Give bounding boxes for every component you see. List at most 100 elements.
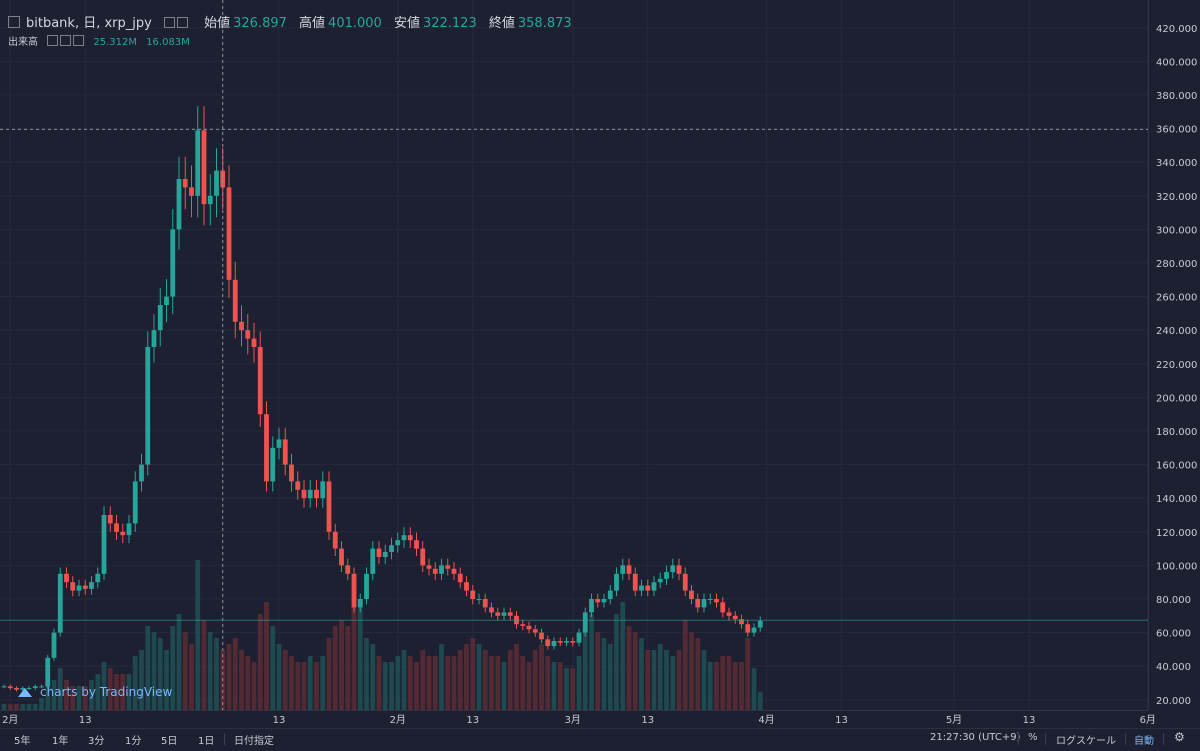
candle-body	[264, 414, 269, 482]
volume-bar	[701, 650, 707, 710]
open-label: 始値	[204, 16, 231, 31]
volume-bar	[576, 656, 582, 710]
candle-body	[282, 439, 288, 465]
volume-bar	[114, 674, 119, 710]
volume-bar	[664, 650, 669, 710]
grid-lines	[0, 0, 1200, 710]
range-1d-button[interactable]: 1日	[198, 736, 215, 747]
candle-body	[276, 439, 282, 448]
log-scale-toggle[interactable]: ログスケール	[1056, 736, 1116, 747]
candle-body	[232, 279, 238, 322]
volume-bar	[95, 674, 101, 710]
volume-bar	[314, 662, 319, 710]
candle-body	[432, 568, 438, 574]
candle-body	[251, 338, 257, 347]
volume-bar	[164, 650, 169, 710]
candle-body	[420, 548, 426, 566]
price-tick-label: 400.000	[1156, 57, 1197, 68]
candle-body	[695, 599, 701, 608]
candle-body	[14, 688, 19, 690]
volume-bar	[370, 644, 376, 710]
volume-bar	[470, 638, 476, 710]
candle-body	[589, 599, 594, 613]
range-5d-button[interactable]: 5日	[161, 736, 178, 747]
candle-body	[476, 599, 482, 600]
chart-plot[interactable]: 359.5572018-01-0467.370 20.00040.00060.0…	[0, 0, 1200, 728]
candle-body	[307, 489, 313, 499]
candle-body	[64, 573, 69, 583]
volume-bar	[620, 602, 626, 710]
volume-bar	[707, 662, 713, 710]
volume-bar	[695, 638, 701, 710]
volume-label: 出来高	[8, 37, 38, 48]
candle-body	[214, 170, 219, 196]
volume-bar	[501, 662, 507, 710]
range-1y-button[interactable]: 1年	[52, 736, 69, 747]
price-tick-label: 240.000	[1156, 326, 1197, 337]
volume-bar	[526, 662, 532, 710]
candle-body	[82, 585, 88, 589]
price-tick-label: 320.000	[1156, 192, 1197, 203]
candle-body	[139, 464, 144, 482]
candle-body	[714, 599, 719, 603]
low-label: 安値	[393, 16, 420, 31]
volume-bar	[157, 638, 163, 710]
volume-bar	[176, 614, 182, 710]
candle-body	[482, 599, 488, 608]
volume-bar	[582, 626, 588, 710]
bottom-toolbar: 5年 1年 3分 1分 5日 1日 日付指定 21:27:30 (UTC+9) …	[0, 728, 1200, 751]
volume-bar	[120, 674, 126, 710]
price-axis-background	[1148, 0, 1200, 710]
volume-bar	[239, 650, 244, 710]
volume-bar	[289, 656, 294, 710]
price-tick-label: 260.000	[1156, 293, 1197, 304]
candle-body	[445, 565, 451, 569]
time-tick-label: 13	[79, 715, 92, 726]
range-1m-button[interactable]: 1分	[125, 736, 142, 747]
volume-settings-icon[interactable]	[60, 35, 72, 46]
gear-icon[interactable]: ⚙	[1174, 730, 1185, 744]
volume-bar	[339, 620, 344, 710]
volume-bar	[39, 698, 44, 710]
volume-bar	[457, 650, 463, 710]
price-tick-label: 20.000	[1156, 696, 1191, 707]
candle-body	[470, 590, 476, 599]
goto-date-button[interactable]: 日付指定	[234, 736, 274, 747]
price-tick-label: 220.000	[1156, 360, 1197, 371]
range-5y-button[interactable]: 5年	[14, 736, 31, 747]
range-3m-button[interactable]: 3分	[88, 736, 105, 747]
auto-scale-toggle[interactable]: 自動	[1134, 736, 1154, 747]
close-label: 終値	[488, 16, 515, 31]
visibility-icon[interactable]	[176, 17, 188, 28]
volume-bar	[445, 656, 451, 710]
candle-body	[689, 590, 694, 599]
candle-body	[576, 632, 582, 643]
volume-bar	[51, 680, 57, 710]
price-tick-label: 280.000	[1156, 259, 1197, 270]
volume-bar	[14, 704, 19, 710]
time-tick-label: 2月	[390, 714, 406, 726]
price-tick-label: 100.000	[1156, 561, 1197, 572]
volume-bar	[376, 656, 382, 710]
time-axis: 2月13132月133月134月135月136月137月	[0, 710, 1200, 728]
time-tick-label: 13	[835, 715, 848, 726]
volume-close-icon[interactable]	[73, 35, 85, 46]
volume-bar	[632, 632, 638, 710]
candle-body	[239, 321, 244, 331]
candle-body	[701, 599, 707, 608]
collapse-icon[interactable]	[8, 16, 20, 28]
tradingview-brand[interactable]: charts by TradingView	[16, 685, 172, 699]
volume-bar	[626, 626, 632, 710]
volume-bar	[126, 674, 132, 710]
toolbar-divider	[1045, 733, 1046, 745]
percent-toggle[interactable]: %	[1028, 732, 1038, 743]
volume-eye-icon[interactable]	[47, 35, 59, 46]
settings-icon[interactable]	[163, 17, 175, 28]
candle-body	[451, 568, 457, 574]
cloud-icon	[18, 688, 32, 697]
price-tick-label: 120.000	[1156, 528, 1197, 539]
candle-body	[489, 607, 494, 613]
candle-body	[132, 481, 138, 524]
volume-bar	[207, 632, 213, 710]
